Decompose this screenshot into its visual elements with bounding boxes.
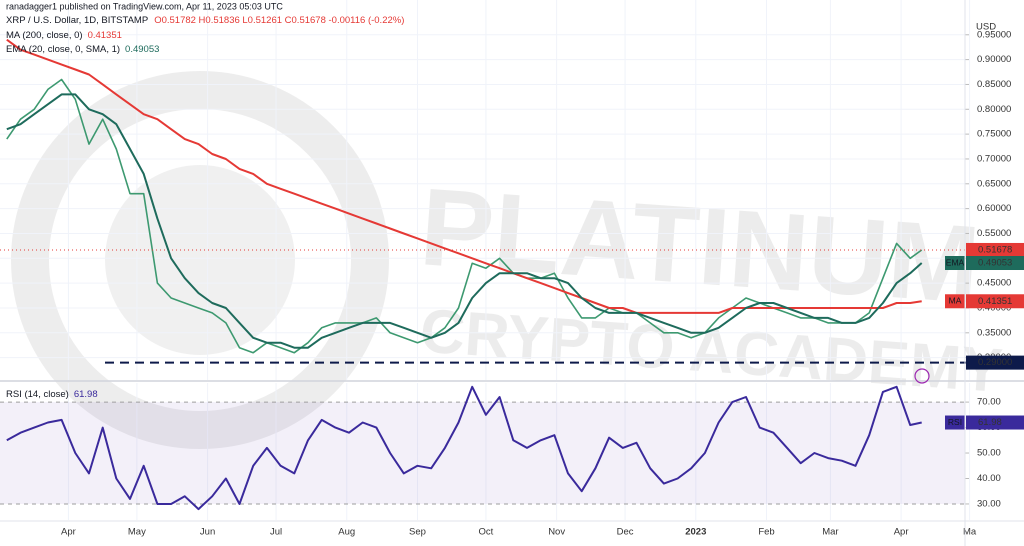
legend-entry: RSI (14, close) 61.98 (6, 389, 98, 400)
series-line (6, 385, 922, 511)
series-tag: RSI (948, 417, 962, 427)
legend-entry: XRP / U.S. Dollar, 1D, BITSTAMP O0.51782 … (6, 15, 404, 26)
y-tick-label: 0.80000 (977, 104, 1011, 115)
y-tick-label: 0.45000 (977, 278, 1011, 289)
last-value-box (966, 415, 1024, 430)
y-tick-label: 0.90000 (977, 54, 1011, 65)
plot (0, 38, 990, 511)
x-tick-label: Apr (894, 527, 909, 538)
x-tick-label: Aug (338, 527, 355, 538)
x-tick-label: Oct (479, 527, 494, 538)
y-tick-label: 0.75000 (977, 129, 1011, 140)
x-tick-label: May (128, 527, 146, 538)
legend-name: EMA (20, close, 0, SMA, 1) (6, 44, 120, 55)
legend-entry: EMA (20, close, 0, SMA, 1) 0.49053 (6, 44, 159, 55)
x-tick-label: Sep (409, 527, 426, 538)
legend-value: 61.98 (74, 389, 98, 400)
series-tag-box (945, 415, 965, 430)
legend-ohlc: O0.51782 H0.51836 L0.51261 C0.51678 -0.0… (154, 15, 404, 26)
grid (0, 0, 971, 520)
last-value-label: 0.41351 (978, 296, 1012, 307)
series-tag-box (945, 294, 965, 309)
x-tick-label: 2023 (685, 527, 706, 538)
legend-entry: MA (200, close, 0) 0.41351 (6, 30, 122, 41)
last-value-box (966, 242, 1024, 257)
rsi-band (0, 402, 965, 504)
x-tick-label: Ma (963, 527, 977, 538)
publisher: ranadagger1 published on TradingView.com… (6, 1, 283, 11)
x-tick-label: Apr (61, 527, 76, 538)
last-value-label: 0.49053 (978, 258, 1012, 269)
series-tag: EMA (946, 257, 965, 267)
last-value-label: 61.98 (978, 417, 1002, 428)
y-tick-label: 0.60000 (977, 203, 1011, 214)
y-tick-label: 0.55000 (977, 228, 1011, 239)
axes: Apr May Jun Jul Aug Sep Oct Nov Dec 2023 Feb Mar Apr… (61, 29, 1024, 538)
watermark-logo (11, 71, 389, 449)
y-tick-label: 40.00 (977, 473, 1001, 484)
series-line (6, 93, 923, 349)
legend: XRP / U.S. Dollar, 1D, BITSTAMP O0.51782 … (6, 15, 404, 400)
x-tick-label: Nov (548, 527, 565, 538)
last-value-box (966, 256, 1024, 271)
x-tick-label: Jul (270, 527, 282, 538)
y-tick-label: 0.65000 (977, 178, 1011, 189)
series-tag: MA (949, 296, 962, 306)
y-tick-label: 0.70000 (977, 153, 1011, 164)
x-tick-label: Feb (758, 527, 774, 538)
x-tick-label: Mar (822, 527, 838, 538)
y-tick-label: 50.00 (977, 448, 1001, 459)
y-tick-label: 0.95000 (977, 29, 1011, 40)
legend-name: XRP / U.S. Dollar, 1D, BITSTAMP (6, 15, 148, 26)
y-tick-label: 30.00 (977, 498, 1001, 509)
support-label: 0.29000 (978, 357, 1012, 368)
legend-name: RSI (14, close) (6, 389, 69, 400)
series-line (6, 38, 922, 314)
y-tick-label: 0.35000 (977, 327, 1011, 338)
x-tick-label: Dec (617, 527, 634, 538)
last-value-label: 0.51678 (978, 244, 1012, 255)
series-tag-box (945, 256, 965, 271)
y-tick-label: 0.85000 (977, 79, 1011, 90)
y-tick-label: 70.00 (977, 397, 1001, 408)
legend-name: MA (200, close, 0) (6, 30, 83, 41)
x-tick-label: Jun (200, 527, 215, 538)
alert-icon (914, 368, 930, 384)
support-tag (966, 355, 1024, 370)
legend-value: 0.41351 (88, 30, 122, 41)
legend-value: 0.49053 (125, 44, 159, 55)
currency: USD (976, 22, 996, 33)
last-value-box (966, 294, 1024, 309)
